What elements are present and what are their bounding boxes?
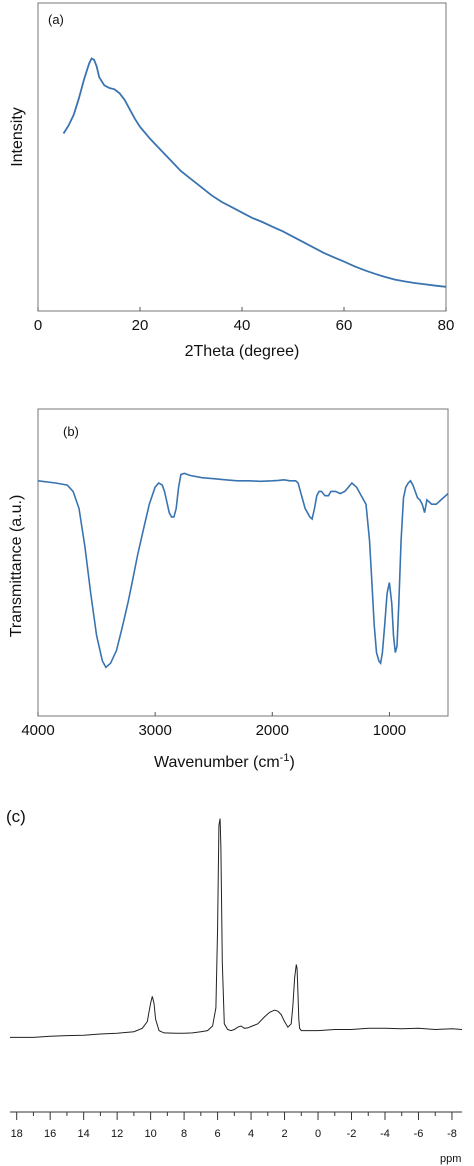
- panel-c-x-tick-label: 14: [78, 1128, 90, 1140]
- panel-c-x-tick-label: 12: [111, 1128, 123, 1140]
- panel-c-x-tick-label: 18: [11, 1128, 23, 1140]
- panel-a-label: (a): [48, 12, 64, 27]
- panel-b-x-axis-title-main: Wavenumber (cm: [154, 754, 280, 771]
- panel-c-x-tick-label: -2: [347, 1128, 357, 1140]
- panel-c-x-tick-label: -8: [447, 1128, 457, 1140]
- panel-c-x-axis-title: ppm: [440, 1153, 461, 1165]
- panel-a-x-tick-label: 60: [336, 317, 353, 334]
- panel-c-label: (c): [6, 807, 26, 826]
- panel-b-x-axis-title-close: ): [289, 754, 294, 771]
- panel-b-label: (b): [63, 424, 79, 439]
- panel-a-plot-frame: [37, 2, 447, 312]
- panel-a-x-tick-label: 80: [438, 317, 455, 334]
- panel-b-x-tick-label: 2000: [256, 722, 289, 739]
- panel-b-ftir-curve: [37, 472, 449, 669]
- panel-c-x-tick-label: 10: [144, 1128, 156, 1140]
- panel-b-x-axis-title: Wavenumber (cm-1): [154, 752, 295, 771]
- panel-a-x-tick-label: 20: [132, 317, 149, 334]
- panel-b-x-tick-label: 4000: [21, 722, 54, 739]
- panel-b: (b) 4000 3000 2000 1000 Wavenumber (cm-1) T…: [8, 408, 449, 771]
- panel-b-x-ticks: 4000 3000 2000 1000: [21, 712, 406, 739]
- panel-c-x-tick-label: 8: [181, 1128, 187, 1140]
- panel-c-nmr-spectrum: [10, 818, 463, 1038]
- panel-c-x-tick-label: 2: [281, 1128, 287, 1140]
- panel-c-x-tick-label: 16: [44, 1128, 56, 1140]
- panel-c-x-tick-label: -6: [414, 1128, 424, 1140]
- panel-b-x-tick-label: 1000: [373, 722, 406, 739]
- panel-a-y-axis-title: Intensity: [9, 107, 26, 167]
- panel-a-x-axis-title: 2Theta (degree): [185, 343, 300, 360]
- panel-b-plot-frame: [37, 408, 449, 717]
- panel-a-x-tick-label: 40: [234, 317, 251, 334]
- panel-a-x-tick-label: 0: [34, 317, 42, 334]
- panel-c: (c) 18 16 14 12 10 8 6 4 2 0 -2 -4 -6 -8 ppm: [6, 807, 463, 1165]
- panel-c-x-tick-label: 6: [215, 1128, 221, 1140]
- panel-c-x-tick-label: 4: [248, 1128, 254, 1140]
- panel-c-x-ticks: 18 16 14 12 10 8 6 4 2 0 -2 -4 -6 -8: [11, 1112, 457, 1140]
- panel-a-x-ticks: 0 20 40 60 80: [34, 307, 455, 334]
- panel-b-x-tick-label: 3000: [138, 722, 171, 739]
- panel-b-y-axis-title: Transmittance (a.u.): [8, 495, 25, 638]
- panel-a-xrd-curve: [62, 57, 447, 288]
- panel-b-x-axis-title-sup: -1: [280, 752, 290, 764]
- panel-c-x-tick-label: -4: [380, 1128, 390, 1140]
- panel-a: (a) 0 20 40 60 80 2Theta (degree) Intensity: [9, 2, 455, 360]
- panel-c-x-tick-label: 0: [315, 1128, 321, 1140]
